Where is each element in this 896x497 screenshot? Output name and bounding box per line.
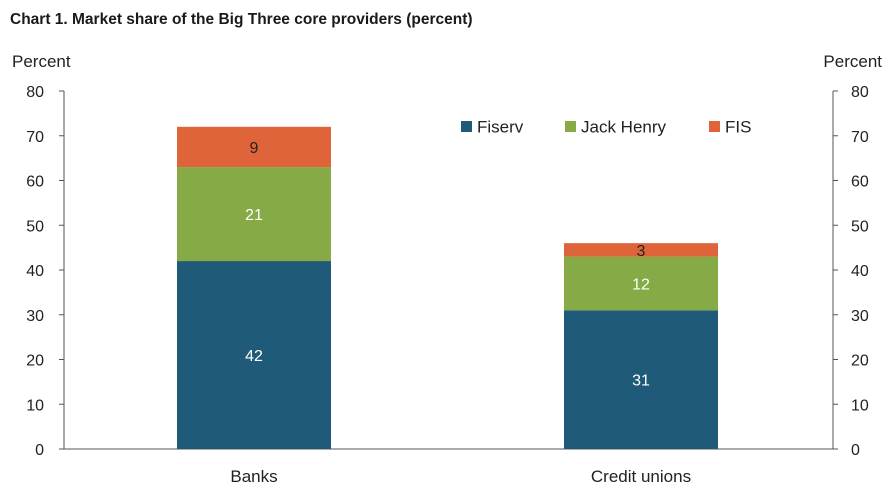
data-label: 21 [245,207,263,224]
legend-swatch [565,121,576,132]
right-y-tick-label: 30 [851,308,869,325]
left-y-tick-label: 30 [26,308,44,325]
left-y-tick-label: 40 [26,263,44,280]
right-y-tick-label: 80 [851,84,869,101]
left-y-tick-label: 60 [26,174,44,191]
left-y-tick-label: 10 [26,397,44,414]
right-y-tick-label: 60 [851,174,869,191]
bar-segment-jack-henry [564,256,718,311]
legend-label: FIS [725,118,751,137]
left-y-tick-label: 50 [26,218,44,235]
right-y-tick-label: 20 [851,353,869,370]
left-y-tick-label: 20 [26,353,44,370]
x-tick-label: Credit unions [591,467,691,486]
bar-segment-fiserv [177,261,331,449]
right-y-tick-label: 70 [851,129,869,146]
bar-segment-fis [177,126,331,168]
right-y-tick-label: 40 [851,263,869,280]
bar-segment-fis [564,243,718,257]
bar-segment-fiserv [564,310,718,449]
right-y-tick-label: 0 [851,442,860,459]
data-label: 42 [245,348,263,365]
data-label: 31 [632,373,650,390]
left-y-tick-label: 70 [26,129,44,146]
left-y-tick-label: 0 [35,442,44,459]
data-label: 12 [632,276,650,293]
data-label: 3 [637,243,646,260]
right-axis-title: Percent [823,52,882,71]
left-axis-title: Percent [12,52,71,71]
right-y-tick-label: 50 [851,218,869,235]
legend-label: Fiserv [477,118,524,137]
chart-title: Chart 1. Market share of the Big Three c… [10,11,473,28]
legend-swatch [461,121,472,132]
right-y-tick-label: 10 [851,397,869,414]
x-tick-label: Banks [230,467,277,486]
legend-swatch [709,121,720,132]
bar-segment-jack-henry [177,167,331,262]
legend-label: Jack Henry [581,118,667,137]
left-y-tick-label: 80 [26,84,44,101]
data-label: 9 [250,140,259,157]
